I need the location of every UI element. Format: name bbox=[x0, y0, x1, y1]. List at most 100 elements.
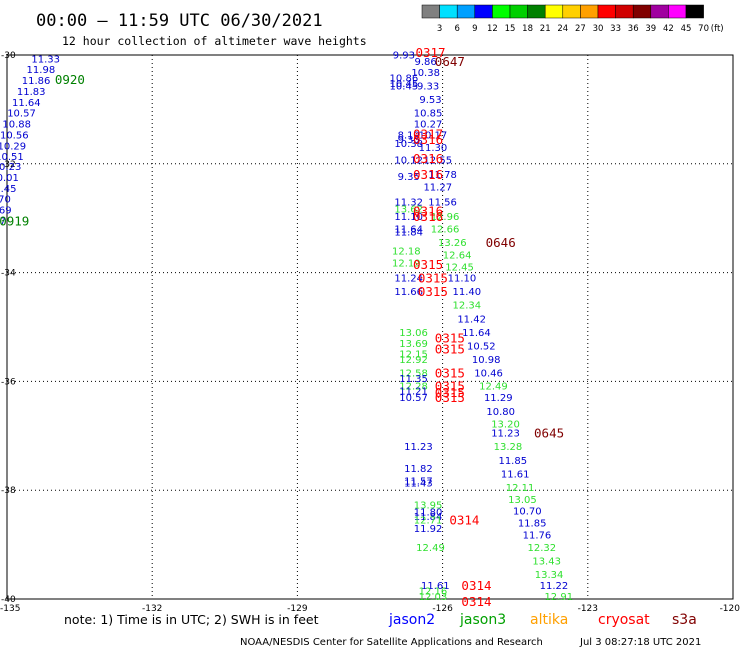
chart-subtitle: 12 hour collection of altimeter wave hei… bbox=[62, 34, 367, 48]
wave-height-point: 11.56 bbox=[428, 197, 457, 208]
wave-height-point: 12.49 bbox=[416, 543, 445, 554]
wave-height-point: 12.55 bbox=[423, 155, 452, 166]
wave-height-point: 12.03 bbox=[419, 592, 448, 603]
legend-label: 6 bbox=[454, 24, 459, 34]
legend-label: 18 bbox=[522, 24, 533, 34]
wave-height-point: 11.32 bbox=[394, 197, 423, 208]
pass-time-label: 0316 bbox=[413, 151, 443, 166]
pass-time-label: 0315 bbox=[435, 366, 465, 381]
legend-swatch bbox=[474, 4, 493, 19]
wave-height-point: 9.70 bbox=[0, 195, 11, 206]
wave-height-values: 11.3311.9811.8611.8311.6410.5710.8810.56… bbox=[0, 51, 573, 603]
wave-height-point: 12.96 bbox=[431, 212, 460, 223]
wave-height-point: 11.27 bbox=[423, 183, 452, 194]
wave-height-point: 10.45 bbox=[390, 79, 419, 90]
legend-label: 9 bbox=[472, 24, 477, 34]
pass-time-label: 0646 bbox=[486, 235, 516, 250]
footer-timestamp: Jul 3 08:27:18 UTC 2021 bbox=[579, 637, 701, 648]
legend-swatch bbox=[668, 4, 687, 19]
wave-height-point: 11.21 bbox=[399, 387, 428, 398]
wave-height-point: 12.15 bbox=[399, 350, 428, 361]
wave-height-point: 12.18 bbox=[392, 246, 421, 257]
legend-label: 3 bbox=[437, 24, 442, 34]
wave-height-point: 11.64 bbox=[462, 328, 491, 339]
footer-credit: NOAA/NESDIS Center for Satellite Applica… bbox=[240, 637, 543, 648]
plot-border bbox=[6, 54, 734, 600]
wave-height-legend: 3 6 9 12 15 18 21 24 27 30 33 36 39 42 45 70 (ft) bbox=[421, 4, 724, 34]
wave-height-point: 10.38 bbox=[411, 68, 440, 79]
wave-height-point: 9.35 bbox=[398, 172, 420, 183]
wave-height-point: 12.49 bbox=[479, 381, 508, 392]
pass-time-label: 0316 bbox=[413, 132, 443, 147]
wave-height-point: 10.46 bbox=[474, 369, 503, 380]
y-tick-label: -36 bbox=[1, 377, 16, 387]
legend-label: 27 bbox=[575, 24, 586, 34]
wave-height-point: 13.43 bbox=[532, 556, 561, 567]
wave-height-point: 13.05 bbox=[508, 495, 537, 506]
wave-height-point: 11.29 bbox=[484, 393, 513, 404]
x-tick-label: -129 bbox=[287, 604, 308, 614]
legend-swatch bbox=[685, 4, 704, 19]
pass-time-label: 0315 bbox=[435, 390, 465, 405]
wave-height-point: 12.64 bbox=[443, 251, 472, 262]
wave-height-point: 8.19 bbox=[398, 130, 420, 141]
pass-time-label: 0647 bbox=[435, 54, 465, 69]
chart-title: 00:00 — 11:59 UTC 06/30/2021 bbox=[36, 11, 323, 31]
wave-height-point: 11.43 bbox=[404, 479, 433, 490]
satellite-name: altika bbox=[530, 612, 568, 628]
legend-label: 70 bbox=[698, 24, 709, 34]
satellite-name: s3a bbox=[672, 612, 697, 628]
legend-label: 42 bbox=[663, 24, 674, 34]
pass-time-label: 0315 bbox=[418, 271, 448, 286]
wave-height-point: 10.70 bbox=[513, 506, 542, 517]
wave-height-point: 9.33 bbox=[417, 82, 439, 93]
wave-height-point: 11.40 bbox=[452, 287, 481, 298]
wave-height-point: 10.98 bbox=[472, 355, 501, 366]
wave-height-point: 10.01 bbox=[0, 173, 19, 184]
wave-height-point: 11.78 bbox=[428, 170, 457, 181]
legend-label: 39 bbox=[645, 24, 656, 34]
wave-height-point: 11.64 bbox=[394, 225, 423, 236]
wave-height-point: 11.84 bbox=[394, 227, 423, 238]
wave-height-point: 12.11 bbox=[506, 483, 535, 494]
wave-height-point: 13.06 bbox=[399, 328, 428, 339]
wave-height-point: 11.10 bbox=[394, 212, 423, 223]
pass-time-label: 0315 bbox=[435, 385, 465, 400]
legend-label: 33 bbox=[610, 24, 621, 34]
legend-swatch bbox=[439, 4, 458, 19]
wave-height-point: 10.52 bbox=[467, 342, 496, 353]
x-tick-label: -135 bbox=[0, 604, 20, 614]
legend-label: 30 bbox=[593, 24, 604, 34]
legend-swatch bbox=[492, 4, 511, 19]
pass-time-label: 0316 bbox=[413, 204, 443, 219]
wave-height-point: 11.85 bbox=[498, 456, 527, 467]
wave-height-point: 10.85 bbox=[414, 109, 443, 120]
legend-label: 45 bbox=[681, 24, 692, 34]
satellite-name: jason3 bbox=[459, 612, 506, 628]
pass-time-label: 0315 bbox=[435, 330, 465, 345]
y-tick-label: -34 bbox=[1, 269, 16, 279]
pass-time-label: 0645 bbox=[534, 426, 564, 441]
grid bbox=[7, 55, 733, 599]
pass-time-label: 0315 bbox=[418, 284, 448, 299]
wave-height-point: 11.86 bbox=[22, 76, 51, 87]
wave-height-point: 10.38 bbox=[394, 139, 423, 150]
wave-height-point: 11.98 bbox=[27, 65, 56, 76]
pass-time-label: 0314 bbox=[449, 513, 479, 528]
wave-height-point: 12.32 bbox=[527, 543, 556, 554]
pass-times: 0920091903170647031703160316031603160316… bbox=[0, 45, 564, 609]
wave-height-point: 12.34 bbox=[452, 301, 481, 312]
pass-time-label: 0316 bbox=[413, 209, 443, 224]
wave-height-point: 12.45 bbox=[445, 263, 474, 274]
legend-swatch bbox=[632, 4, 652, 19]
axis-ticks: -30 -32 -34 -36 -38 -40-135 -132 -129 -126 -123 -1… bbox=[0, 51, 740, 614]
wave-height-point: 11.22 bbox=[540, 581, 569, 592]
legend-label: 21 bbox=[540, 24, 551, 34]
wave-height-point: 11.61 bbox=[421, 581, 450, 592]
wave-height-point: 13.34 bbox=[535, 570, 564, 581]
wave-height-point: 11.57 bbox=[404, 476, 433, 487]
wave-height-point: 10.56 bbox=[0, 130, 29, 141]
wave-height-point: 11.84 bbox=[414, 512, 443, 523]
wave-height-point: 11.83 bbox=[17, 87, 46, 98]
